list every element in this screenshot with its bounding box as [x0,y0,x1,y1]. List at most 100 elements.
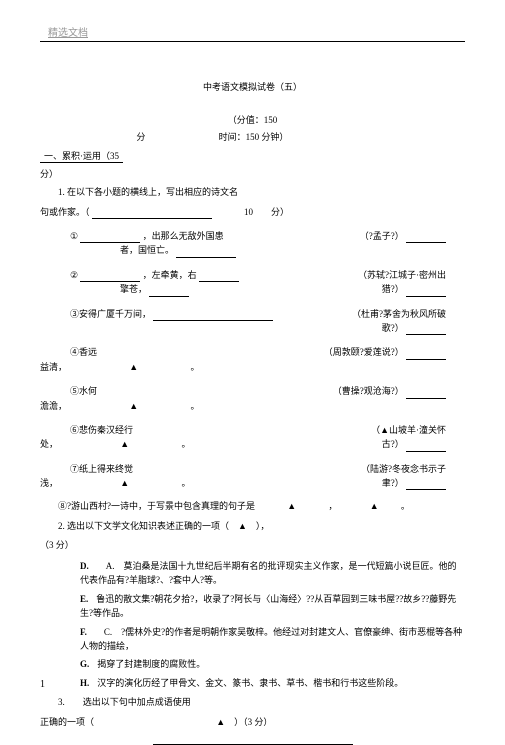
item2-blank3 [149,287,189,297]
item7-tail [406,480,446,490]
item1-blank1 [80,233,140,243]
opt-g-lbl: G. [80,659,89,669]
opt-e-text: 鲁迅的散文集?朝花夕拾?，收录了?阿长与〈山海经〉??从百草园到三味书屋??故乡… [80,594,456,618]
item6-src-a: （▲山坡羊·潼关怀 [371,425,446,435]
item1-tail [406,233,446,243]
opt-h: H. 汉字的演化历经了甲骨文、金文、篆书、隶书、草书、楷书和行书这些阶段。 [80,676,465,690]
q1-line2: 句或作家。（ [40,207,90,217]
item3: ③安得广厦千万间， （杜甫?茅舍为秋风所破 歌?） [40,307,465,336]
item6-tri: ▲ [120,439,129,449]
item8: ⑧?游山西村?一诗中，于写景中包含真理的句子是 ▲ ， ▲ 。 [40,500,465,514]
page-number: 1 [40,679,45,690]
item3-text: ③安得广厦千万间， [70,309,151,319]
item3-blank [153,311,273,321]
q1-line2-row: 句或作家。（ 10 分） [40,206,465,220]
item4-tail [406,350,446,360]
item2-blank2 [199,272,239,282]
q1-points: 10 分） [244,207,289,217]
item7-text2: 浅， [40,478,58,488]
q3-blank: ▲ ）（3 分） [216,717,272,727]
item4-text: ④香远 [70,347,97,357]
item1-src: （?孟子?） [360,231,404,241]
item1-blank2 [176,248,236,258]
item1-left: ① ，出那么无敌外国患 者，国恒亡。 [40,229,274,258]
score-unit: 分 [136,130,216,143]
opt-f: F. C. ?儒林外史?的作者是明朝作家吴敬梓。他经过对封建文人、官僚豪绅、街市… [80,625,465,654]
item7: ⑦纸上得来终觉 浅， ▲ 。 （陆游?冬夜念书示子 聿?） [40,462,465,491]
section1-label: 一、累积·运用（35 [40,149,123,163]
item5-src: （曹操?观沧海?） [333,386,404,396]
item7-src-a: （陆游?冬夜念书示子 [361,464,446,474]
item2-tail [406,287,446,297]
item4-src: （周敦颐?爱莲说?） [324,347,404,357]
item2-right: （苏轼?江城子·密州出 猎?） [276,268,446,297]
time-label: 时间：150 分钟） [219,130,369,143]
opt-g: G. 揭穿了封建制度的腐败性。 [80,657,465,671]
item3-src-b: 歌?） [382,323,404,333]
item8-tri2: ▲ [370,501,379,511]
item5-text: ⑤水何 [70,386,97,396]
q3-line1: 3. 选出以下句中加点成语使用 [40,696,465,710]
exam-title: 中考语文模拟试卷（五） [40,80,465,93]
item4-right: （周敦颐?爱莲说?） [276,345,446,359]
item4-tri: ▲ [129,362,138,372]
item4: ④香远 益清， ▲ 。 （周敦颐?爱莲说?） [40,345,465,374]
item6-tail [406,442,446,452]
item2-num: ② [70,270,78,280]
item2: ② ，左牵黄，右 擎苍， （苏轼?江城子·密州出 猎?） [40,268,465,297]
opt-e-lbl: E. [80,594,88,604]
item2-blank1 [80,272,140,282]
item3-tail [406,325,446,335]
q3-blank-line [153,735,353,745]
q3-line2-row: 正确的一项（ ▲ ）（3 分） [40,716,465,730]
item4-left: ④香远 益清， ▲ 。 [40,345,274,374]
item1-mid: ，出那么无敌外国患 [143,231,224,241]
q3-underline [40,735,465,745]
item6-src-b: 古?） [382,439,404,449]
item6: ⑥悲伤秦汉经行 处， ▲ 。 （▲山坡羊·潼关怀 古?） [40,423,465,452]
item6-left: ⑥悲伤秦汉经行 处， ▲ 。 [40,423,274,452]
item3-left: ③安得广厦千万间， [40,307,274,321]
item2-mid2: 擎苍， [120,284,147,294]
opt-d-lbl: D. [80,561,89,571]
score-time-row: 分 时间：150 分钟） [40,130,465,143]
item7-left: ⑦纸上得来终觉 浅， ▲ 。 [40,462,274,491]
score-row: （分值：150 [40,113,465,126]
opt-d-text: A. 莫泊桑是法国十九世纪后半期有名的批评现实主义作家，是一代短篇小说巨匠。他的… [80,561,457,585]
item6-text: ⑥悲伤秦汉经行 [70,425,133,435]
score-label: （分值：150 [228,113,278,126]
q3-line2: 正确的一项（ [40,717,94,727]
item6-right: （▲山坡羊·潼关怀 古?） [276,423,446,452]
item1-mid2: 者，国恒亡。 [120,245,174,255]
item5-tail [406,389,446,399]
item1: ① ，出那么无敌外国患 者，国恒亡。 （?孟子?） [40,229,465,258]
item6-text2: 处， [40,439,58,449]
opt-e: E.鲁迅的散文集?朝花夕拾?，收录了?阿长与〈山海经〉??从百草园到三味书屋??… [80,592,465,621]
q2: 2. 选出以下文学文化知识表述正确的一项（ ▲ ）， [40,520,465,534]
item5-left: ⑤水何 澹澹， ▲ 。 [40,384,274,413]
opt-d: D. A. 莫泊桑是法国十九世纪后半期有名的批评现实主义作家，是一代短篇小说巨匠… [80,559,465,588]
opt-g-text: 揭穿了封建制度的腐败性。 [97,659,205,669]
item3-right: （杜甫?茅舍为秋风所破 歌?） [276,307,446,336]
opt-h-lbl: H. [80,678,89,688]
item5-text2: 澹澹， [40,401,67,411]
item1-num: ① [70,231,78,241]
item3-src-a: （杜甫?茅舍为秋风所破 [352,309,446,319]
opt-f-lbl: F. [80,627,87,637]
item7-right: （陆游?冬夜念书示子 聿?） [276,462,446,491]
header-bar: 精选文档 [40,24,465,42]
item8-text: ⑧?游山西村?一诗中，于写景中包含真理的句子是 [58,501,255,511]
item7-tri: ▲ [120,478,129,488]
opt-h-text: 汉字的演化历经了甲骨文、金文、篆书、隶书、草书、楷书和行书这些阶段。 [97,678,403,688]
header-title: 精选文档 [40,28,88,39]
item2-src-b: 猎?） [382,284,404,294]
item5: ⑤水何 澹澹， ▲ 。 （曹操?观沧海?） [40,384,465,413]
q2-pts: （3 分） [40,539,465,553]
q1-line1: 1. 在以下各小题的横线上，写出相应的诗文名 [40,186,465,200]
item7-src-b: 聿?） [382,478,404,488]
item5-tri: ▲ [129,401,138,411]
section1-unit: 分） [40,167,465,180]
item2-src-a: （苏轼?江城子·密州出 [358,270,446,280]
item2-mid: ，左牵黄，右 [143,270,197,280]
item4-text2: 益清， [40,362,67,372]
